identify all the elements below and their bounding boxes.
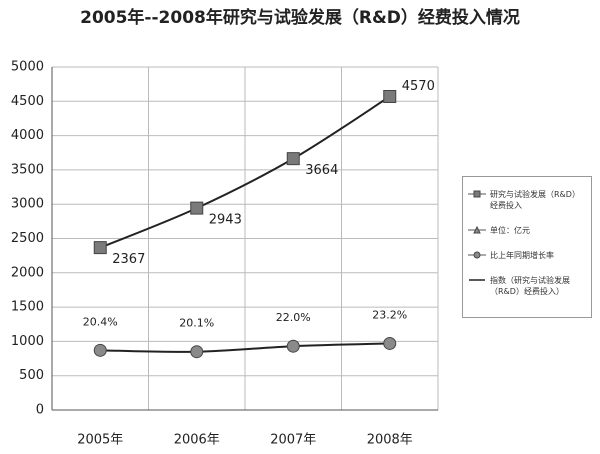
y-tick-label: 500	[19, 368, 44, 383]
data-label: 4570	[402, 79, 435, 94]
x-tick-label: 2008年	[367, 433, 413, 448]
marker	[383, 336, 397, 350]
y-tick-label: 4000	[11, 128, 44, 143]
legend-icon	[468, 251, 486, 259]
series-line	[99, 95, 391, 249]
series-line	[100, 342, 390, 353]
y-tick-label: 1000	[11, 334, 44, 349]
legend-item: 单位：亿元	[467, 225, 587, 236]
marker	[190, 201, 204, 215]
y-tick-label: 3500	[11, 162, 44, 177]
marker	[383, 89, 397, 103]
legend-label: 研究与试验发展（R&D）经费投入	[490, 190, 580, 210]
y-tick-label: 5000	[11, 60, 44, 75]
y-tick-label: 4500	[11, 94, 44, 109]
annotation: 20.4%	[83, 315, 118, 328]
legend-icon	[468, 190, 486, 198]
marker	[93, 343, 107, 357]
y-tick-label: 0	[36, 403, 44, 418]
y-tick-label: 2500	[11, 231, 44, 246]
annotation: 20.1%	[179, 317, 214, 330]
legend-item: 研究与试验发展（R&D）经费投入	[467, 189, 587, 211]
x-tick-label: 2007年	[270, 433, 316, 448]
marker	[473, 251, 481, 259]
marker	[473, 225, 481, 234]
legend: 研究与试验发展（R&D）经费投入单位：亿元比上年同期增长率指数（研究与试验发展（…	[462, 176, 592, 318]
legend-item: 比上年同期增长率	[467, 250, 587, 261]
legend-icon	[468, 225, 486, 234]
annotation: 22.0%	[276, 311, 311, 324]
legend-label: 比上年同期增长率	[490, 251, 554, 260]
y-tick-label: 1500	[11, 300, 44, 315]
data-label: 3664	[305, 163, 338, 178]
marker	[93, 241, 107, 255]
legend-label: 单位：亿元	[490, 226, 530, 235]
marker	[286, 152, 300, 166]
data-label: 2943	[209, 213, 242, 228]
legend-label: 指数（研究与试验发展（R&D）经费投入）	[490, 276, 570, 296]
data-label: 2367	[112, 252, 145, 267]
y-tick-label: 3000	[11, 197, 44, 212]
x-tick-label: 2005年	[77, 433, 123, 448]
marker	[190, 345, 204, 359]
y-tick-label: 2000	[11, 265, 44, 280]
marker	[473, 190, 481, 198]
legend-icon	[469, 279, 485, 281]
chart-title: 2005年--2008年研究与试验发展（R&D）经费投入情况	[80, 7, 520, 28]
annotation: 23.2%	[372, 308, 407, 321]
x-tick-label: 2006年	[174, 433, 220, 448]
marker	[286, 339, 300, 353]
legend-item: 指数（研究与试验发展（R&D）经费投入）	[467, 275, 587, 297]
